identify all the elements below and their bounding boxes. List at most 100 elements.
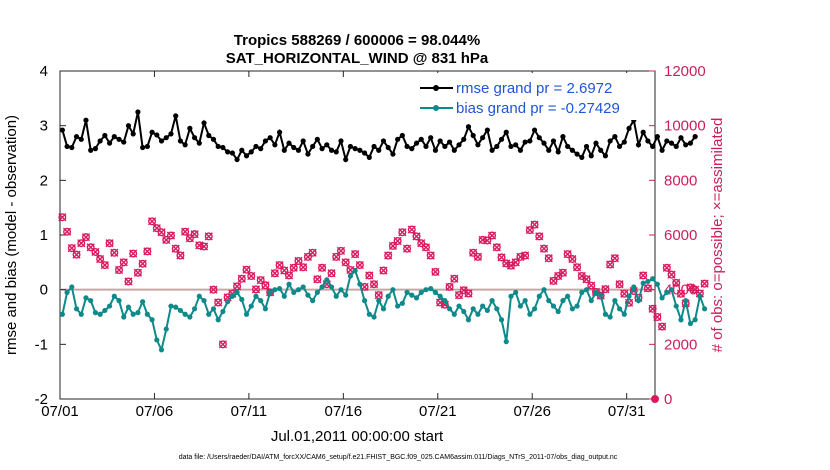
bias-point bbox=[352, 267, 358, 274]
rmse-point bbox=[574, 151, 580, 157]
rmse-point bbox=[83, 117, 89, 123]
bias-point bbox=[612, 298, 618, 304]
bias-point bbox=[380, 306, 387, 312]
obs-possible-point bbox=[251, 285, 260, 294]
rmse-point bbox=[645, 138, 651, 144]
rmse-point bbox=[106, 140, 113, 146]
bias-point bbox=[640, 280, 646, 286]
bias-point bbox=[239, 296, 245, 303]
obs-possible-point bbox=[209, 285, 218, 294]
bias-point bbox=[130, 311, 136, 317]
rmse-point bbox=[678, 135, 684, 141]
obs-assimilated-point bbox=[166, 231, 176, 240]
bias-point bbox=[154, 337, 160, 343]
obs-assimilated-point bbox=[384, 251, 393, 260]
y-tick-label: 2 bbox=[40, 172, 48, 189]
obs-assimilated-point bbox=[459, 286, 468, 295]
bias-point bbox=[163, 326, 169, 332]
rmse-point bbox=[517, 147, 524, 153]
bias-point bbox=[234, 289, 240, 295]
rmse-point bbox=[102, 132, 108, 139]
rmse-point bbox=[135, 109, 141, 115]
x-tick-label: 07/01 bbox=[41, 403, 79, 420]
bias-point bbox=[319, 284, 325, 290]
bias-point bbox=[149, 317, 155, 323]
obs-assimilated-point bbox=[190, 230, 199, 239]
bias-point bbox=[432, 289, 439, 295]
y2-tick-label: 6000 bbox=[664, 227, 697, 244]
obs-possible-point bbox=[530, 220, 539, 229]
obs-assimilated-point bbox=[431, 267, 440, 276]
obs-assimilated-point bbox=[62, 227, 72, 236]
bias-point bbox=[484, 307, 490, 314]
bias-point bbox=[602, 311, 609, 317]
obs-possible-point bbox=[582, 275, 591, 284]
rmse-point bbox=[343, 156, 349, 163]
rmse-point bbox=[428, 135, 434, 141]
rmse-point bbox=[206, 132, 212, 139]
bias-point bbox=[121, 314, 127, 320]
obs-assimilated-point bbox=[96, 254, 105, 264]
bias-point bbox=[678, 317, 684, 323]
y-axis-left: -2 -1 0 1 2 3 4 bbox=[35, 63, 66, 408]
obs-possible-point bbox=[86, 243, 95, 252]
obs-possible-point bbox=[270, 269, 279, 278]
rmse-point bbox=[347, 143, 354, 150]
bias-point bbox=[144, 311, 150, 317]
obs-assimilated-point bbox=[119, 258, 128, 267]
obs-assimilated-point bbox=[218, 340, 228, 349]
rmse-point bbox=[498, 136, 505, 142]
obs-possible-point bbox=[77, 239, 86, 248]
rmse-point bbox=[522, 139, 528, 145]
obs-assimilated-point bbox=[242, 265, 251, 274]
rmse-point bbox=[97, 138, 103, 144]
rmse-point bbox=[191, 135, 198, 141]
rmse-point bbox=[276, 129, 283, 135]
bias-point bbox=[357, 281, 363, 287]
bias-point bbox=[73, 306, 80, 312]
bias-point bbox=[191, 306, 198, 312]
obs-possible-point bbox=[285, 271, 294, 280]
rmse-point bbox=[612, 134, 618, 140]
rmse-point bbox=[281, 147, 287, 153]
rmse-point bbox=[555, 149, 561, 155]
obs-possible-point bbox=[450, 274, 459, 283]
rmse-point bbox=[177, 138, 184, 144]
x-axis-label: Jul.01,2011 00:00:00 start bbox=[271, 428, 444, 445]
obs-possible-point bbox=[620, 289, 629, 298]
bias-point bbox=[125, 304, 132, 310]
obs-possible-point bbox=[455, 291, 464, 300]
obs-assimilated-point bbox=[204, 232, 213, 241]
obs-assimilated-point bbox=[171, 244, 180, 253]
obs-assimilated-point bbox=[214, 298, 223, 307]
obs-assimilated-point bbox=[157, 228, 166, 237]
obs-assimilated-point bbox=[251, 285, 261, 294]
bias-point bbox=[88, 298, 94, 304]
bias-point bbox=[116, 298, 122, 304]
y-tick-label: 3 bbox=[40, 118, 48, 135]
rmse-point bbox=[361, 150, 368, 156]
obs-assimilated-point bbox=[568, 254, 577, 264]
obs-assimilated-point bbox=[369, 280, 379, 289]
bias-point bbox=[442, 298, 448, 304]
obs-possible-point bbox=[445, 282, 454, 291]
rmse-point bbox=[248, 149, 254, 155]
obs-possible-point bbox=[185, 234, 194, 243]
bias-point bbox=[461, 308, 467, 315]
obs-assimilated-point bbox=[662, 263, 671, 272]
bias-point bbox=[631, 284, 637, 290]
rmse-point bbox=[437, 138, 443, 144]
rmse-point bbox=[668, 140, 675, 146]
bias-point bbox=[267, 289, 273, 295]
bias-point bbox=[664, 289, 670, 295]
obs-assimilated-point bbox=[667, 270, 676, 279]
bias-point bbox=[456, 303, 462, 309]
bias-point bbox=[522, 298, 528, 304]
bias-point bbox=[385, 293, 391, 299]
obs-assimilated-point bbox=[317, 263, 327, 272]
y-axis-label: rmse and bias (model - observation) bbox=[3, 115, 20, 355]
x-tick-label: 07/06 bbox=[136, 403, 174, 420]
obs-possible-point bbox=[393, 237, 402, 246]
obs-possible-point bbox=[672, 278, 681, 287]
obs-assimilated-point bbox=[351, 250, 360, 259]
